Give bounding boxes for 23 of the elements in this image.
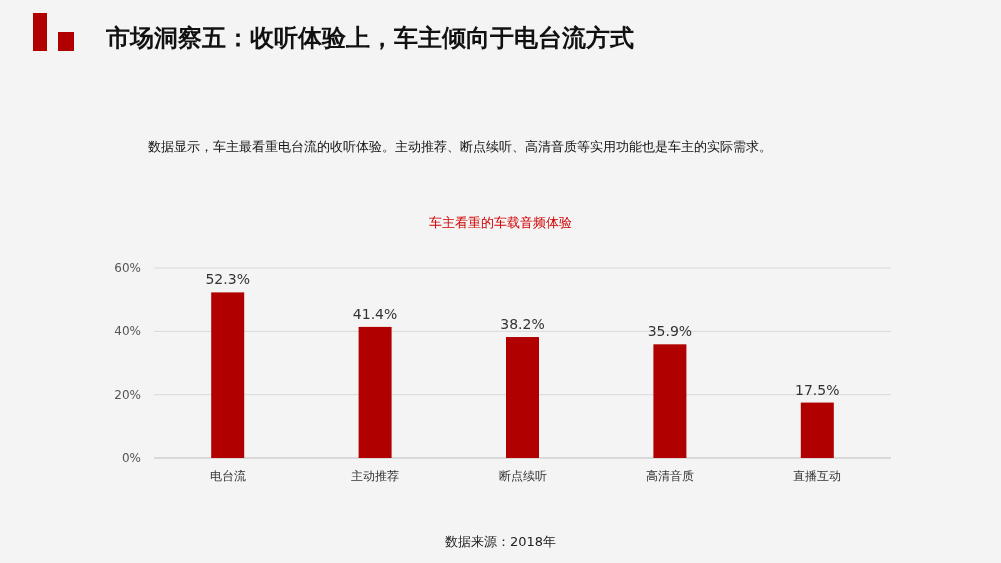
annotation: 数据显示，车主最看重电台流的收听体验。主动推荐、断点续听、高清音质等实用功能也是车主的实际需求。 [148, 138, 773, 156]
bar [211, 292, 245, 458]
data-label: 35.9% [647, 323, 693, 340]
y-tick-label: 20% [114, 387, 141, 402]
y-tick-label: 0% [121, 451, 141, 465]
category: 主动推荐 [350, 468, 401, 485]
bar [653, 344, 687, 458]
category: 高清音质 [644, 468, 695, 485]
annotation: 数据来源：2018年 [443, 533, 558, 551]
y-tick-label: 60% [114, 261, 141, 275]
bar [506, 337, 539, 458]
y-tick-label: 40% [114, 324, 141, 339]
bar [358, 326, 392, 458]
category: 电台流 [208, 468, 247, 485]
title: 市场洞察五：收听体验上，车主倾向于电台流方式 [106, 23, 634, 54]
bar [800, 402, 834, 458]
subtitle: 车主看重的车载音频体验 [428, 214, 573, 232]
category: 直播互动 [792, 468, 843, 485]
data-label: 52.3% [205, 271, 250, 288]
data-label: 38.2% [500, 316, 545, 333]
data-label: 41.4% [352, 305, 398, 322]
data-label: 17.5% [795, 381, 840, 398]
category: 断点续听 [497, 468, 548, 485]
